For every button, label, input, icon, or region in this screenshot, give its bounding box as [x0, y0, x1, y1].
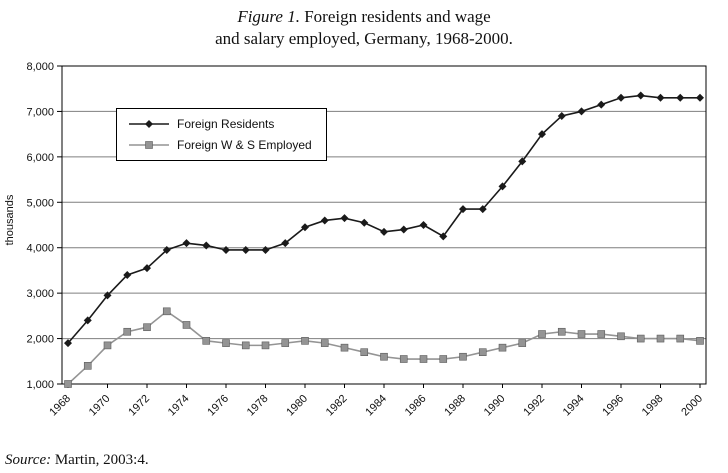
- legend-item-foreign-residents: Foreign Residents: [127, 117, 312, 131]
- svg-text:4,000: 4,000: [26, 243, 54, 255]
- source-label: Source:: [5, 452, 52, 468]
- legend-label-foreign-ws-employed: Foreign W & S Employed: [177, 138, 312, 152]
- svg-text:1972: 1972: [126, 393, 152, 419]
- svg-text:6,000: 6,000: [26, 152, 54, 164]
- svg-text:2000: 2000: [679, 393, 705, 419]
- source-note: Source: Martin, 2003:4.: [5, 452, 149, 469]
- legend-item-foreign-ws-employed: Foreign W & S Employed: [127, 138, 312, 152]
- title-line-1: Figure 1. Foreign residents and wage: [0, 6, 728, 28]
- svg-text:1970: 1970: [87, 393, 113, 419]
- svg-text:1978: 1978: [245, 393, 271, 419]
- svg-text:1984: 1984: [363, 393, 389, 419]
- svg-text:8,000: 8,000: [26, 61, 54, 73]
- svg-text:1968: 1968: [47, 393, 73, 419]
- svg-text:1990: 1990: [482, 393, 508, 419]
- svg-text:1974: 1974: [166, 393, 192, 419]
- svg-text:1976: 1976: [205, 393, 231, 419]
- svg-text:2,000: 2,000: [26, 334, 54, 346]
- figure-label: Figure 1.: [237, 7, 300, 26]
- source-text: Martin, 2003:4.: [51, 452, 149, 468]
- svg-text:7,000: 7,000: [26, 106, 54, 118]
- svg-text:1986: 1986: [403, 393, 429, 419]
- chart-canvas: 1,000 2,000 3,000 4,000 5,000 6,000 7,000 8,000…: [26, 61, 707, 419]
- title-line-1-text: Foreign residents and wage: [299, 7, 491, 26]
- figure-title: Figure 1. Foreign residents and wage and…: [0, 0, 728, 50]
- svg-text:5,000: 5,000: [26, 197, 54, 209]
- legend-marker-diamond-icon: [127, 118, 171, 130]
- svg-text:1996: 1996: [600, 393, 626, 419]
- svg-text:1988: 1988: [442, 393, 468, 419]
- svg-text:3,000: 3,000: [26, 288, 54, 300]
- chart: 1,000 2,000 3,000 4,000 5,000 6,000 7,000 8,000…: [0, 52, 728, 448]
- y-axis-label: thousands: [4, 194, 16, 246]
- title-line-2: and salary employed, Germany, 1968-2000.: [215, 29, 513, 48]
- chart-legend: Foreign Residents Foreign W & S Employed: [116, 108, 327, 161]
- svg-text:1992: 1992: [521, 393, 547, 419]
- svg-text:1998: 1998: [640, 393, 666, 419]
- svg-text:1994: 1994: [561, 393, 587, 419]
- svg-text:1980: 1980: [284, 393, 310, 419]
- svg-text:1982: 1982: [324, 393, 350, 419]
- legend-label-foreign-residents: Foreign Residents: [177, 117, 275, 131]
- legend-marker-square-icon: [127, 139, 171, 151]
- svg-text:1,000: 1,000: [26, 379, 54, 391]
